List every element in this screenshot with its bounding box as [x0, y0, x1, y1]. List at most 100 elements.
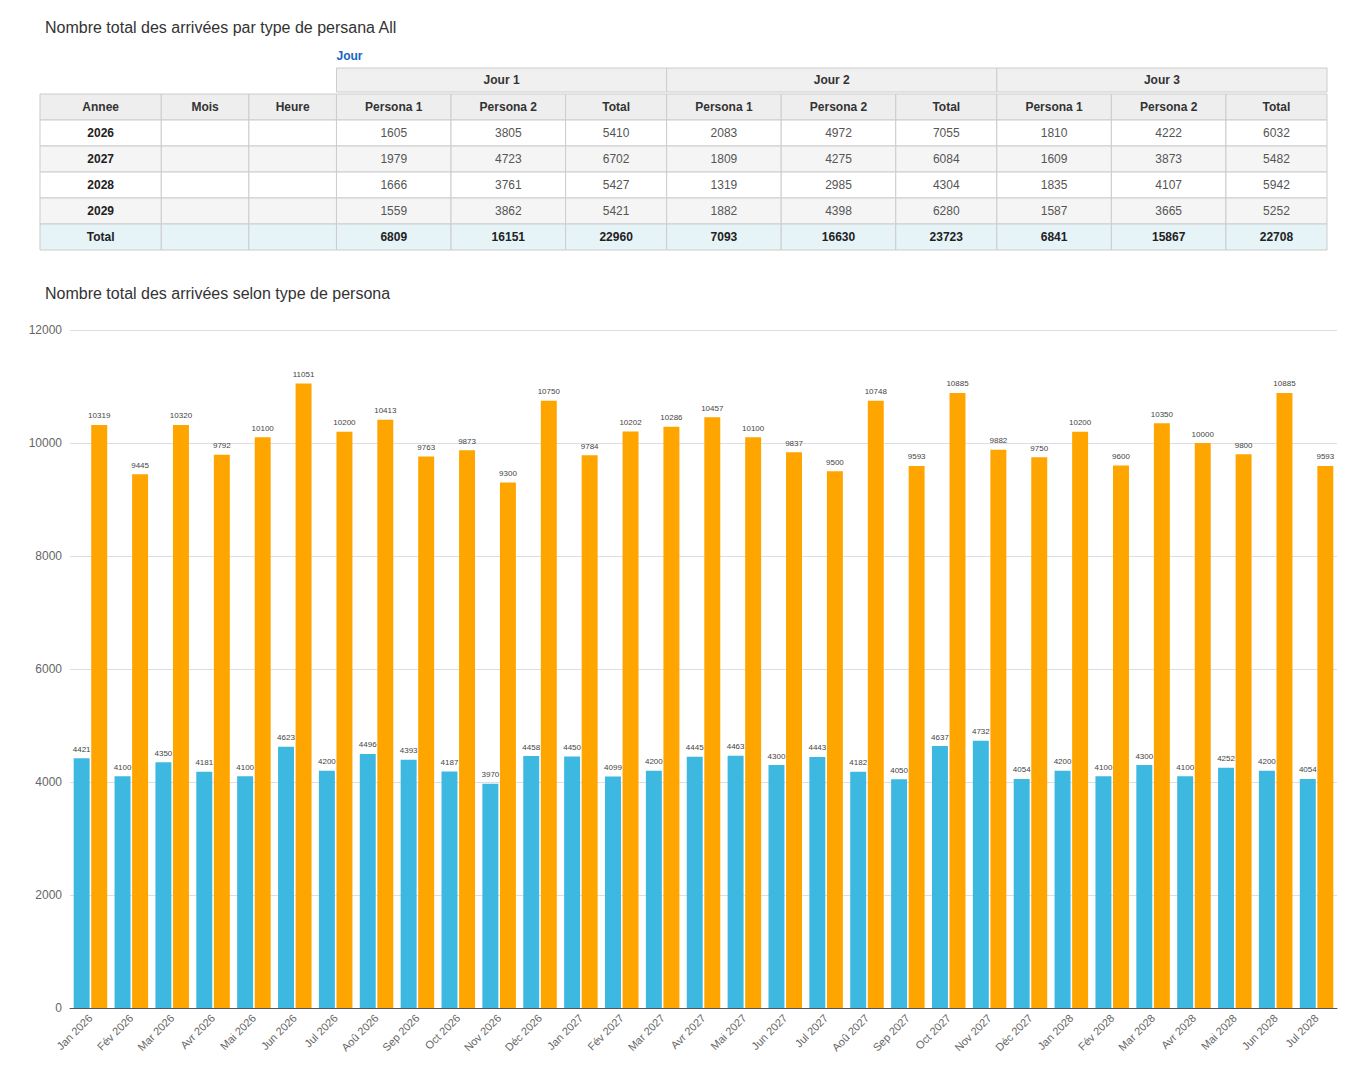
svg-text:6809: 6809 — [380, 230, 407, 244]
svg-text:Annee: Annee — [82, 100, 119, 114]
svg-text:Jour 3: Jour 3 — [1144, 73, 1180, 87]
svg-text:9763: 9763 — [417, 443, 435, 452]
svg-text:4100: 4100 — [236, 763, 254, 772]
svg-text:3862: 3862 — [495, 204, 522, 218]
svg-text:5427: 5427 — [603, 178, 630, 192]
svg-text:5482: 5482 — [1263, 152, 1290, 166]
svg-text:4398: 4398 — [825, 204, 852, 218]
svg-text:Persona 1: Persona 1 — [1025, 100, 1083, 114]
svg-text:5942: 5942 — [1263, 178, 1290, 192]
svg-text:4732: 4732 — [972, 727, 990, 736]
svg-text:4972: 4972 — [825, 126, 852, 140]
svg-text:9882: 9882 — [989, 436, 1007, 445]
svg-text:16630: 16630 — [822, 230, 856, 244]
svg-text:Nombre total des arrivées selo: Nombre total des arrivées selon type de … — [45, 285, 390, 302]
svg-text:5410: 5410 — [603, 126, 630, 140]
svg-text:4200: 4200 — [645, 757, 663, 766]
svg-text:Jour: Jour — [336, 49, 362, 63]
svg-text:Jour 2: Jour 2 — [814, 73, 850, 87]
svg-text:Oct 2026: Oct 2026 — [423, 1012, 463, 1052]
svg-text:1666: 1666 — [380, 178, 407, 192]
svg-text:4181: 4181 — [195, 758, 213, 767]
svg-text:3761: 3761 — [495, 178, 522, 192]
svg-text:Aoû 2027: Aoû 2027 — [829, 1012, 871, 1054]
svg-text:4393: 4393 — [400, 746, 418, 755]
svg-text:4054: 4054 — [1013, 765, 1031, 774]
svg-text:10000: 10000 — [29, 436, 63, 450]
svg-text:7055: 7055 — [933, 126, 960, 140]
svg-text:Persona 2: Persona 2 — [810, 100, 868, 114]
svg-text:Jun 2026: Jun 2026 — [259, 1012, 299, 1052]
svg-text:4182: 4182 — [849, 758, 867, 767]
svg-text:1835: 1835 — [1041, 178, 1068, 192]
svg-text:5252: 5252 — [1263, 204, 1290, 218]
svg-text:3873: 3873 — [1155, 152, 1182, 166]
svg-text:16151: 16151 — [492, 230, 526, 244]
svg-text:Mar 2028: Mar 2028 — [1116, 1012, 1157, 1053]
svg-text:10100: 10100 — [252, 424, 275, 433]
svg-text:Persona 2: Persona 2 — [480, 100, 538, 114]
svg-text:4107: 4107 — [1155, 178, 1182, 192]
svg-text:10200: 10200 — [1069, 418, 1092, 427]
svg-text:Total: Total — [602, 100, 630, 114]
svg-text:6280: 6280 — [933, 204, 960, 218]
svg-text:Total: Total — [87, 230, 115, 244]
svg-text:6841: 6841 — [1041, 230, 1068, 244]
svg-text:1609: 1609 — [1041, 152, 1068, 166]
svg-text:Mai 2027: Mai 2027 — [708, 1012, 748, 1052]
svg-text:4300: 4300 — [1135, 752, 1153, 761]
svg-text:Jun 2027: Jun 2027 — [749, 1012, 789, 1052]
svg-text:4100: 4100 — [1176, 763, 1194, 772]
svg-text:4623: 4623 — [277, 733, 295, 742]
svg-text:Jul 2026: Jul 2026 — [302, 1012, 340, 1050]
svg-text:8000: 8000 — [35, 549, 62, 563]
svg-text:1882: 1882 — [711, 204, 738, 218]
svg-text:12000: 12000 — [29, 323, 63, 337]
svg-text:9837: 9837 — [785, 439, 803, 448]
svg-text:Nov 2026: Nov 2026 — [462, 1012, 504, 1054]
svg-text:9500: 9500 — [826, 458, 844, 467]
svg-text:Persona 2: Persona 2 — [1140, 100, 1198, 114]
svg-text:9873: 9873 — [458, 437, 476, 446]
svg-text:7093: 7093 — [711, 230, 738, 244]
svg-text:2000: 2000 — [35, 888, 62, 902]
svg-text:22708: 22708 — [1260, 230, 1294, 244]
svg-text:4450: 4450 — [563, 743, 581, 752]
svg-text:6084: 6084 — [933, 152, 960, 166]
svg-text:10750: 10750 — [538, 387, 561, 396]
svg-text:Jan 2026: Jan 2026 — [54, 1012, 94, 1052]
svg-text:4275: 4275 — [825, 152, 852, 166]
svg-text:4458: 4458 — [522, 743, 540, 752]
svg-text:2027: 2027 — [87, 152, 114, 166]
svg-text:4723: 4723 — [495, 152, 522, 166]
svg-text:4304: 4304 — [933, 178, 960, 192]
svg-text:4350: 4350 — [155, 749, 173, 758]
svg-text:4445: 4445 — [686, 743, 704, 752]
svg-text:1319: 1319 — [711, 178, 738, 192]
svg-text:4222: 4222 — [1155, 126, 1182, 140]
svg-text:Fév 2028: Fév 2028 — [1076, 1012, 1117, 1053]
svg-text:Total: Total — [932, 100, 960, 114]
svg-text:4200: 4200 — [1054, 757, 1072, 766]
svg-text:Heure: Heure — [276, 100, 310, 114]
svg-text:Sep 2027: Sep 2027 — [870, 1012, 912, 1054]
svg-text:1809: 1809 — [711, 152, 738, 166]
svg-text:10748: 10748 — [865, 387, 888, 396]
svg-text:Persona 1: Persona 1 — [365, 100, 423, 114]
svg-text:Déc 2026: Déc 2026 — [503, 1012, 545, 1054]
svg-text:6000: 6000 — [35, 662, 62, 676]
svg-text:9800: 9800 — [1235, 441, 1253, 450]
svg-text:10319: 10319 — [88, 411, 111, 420]
svg-text:4421: 4421 — [73, 745, 91, 754]
svg-text:Persona 1: Persona 1 — [695, 100, 753, 114]
svg-text:Déc 2027: Déc 2027 — [993, 1012, 1035, 1054]
svg-text:1605: 1605 — [380, 126, 407, 140]
svg-text:4300: 4300 — [768, 752, 786, 761]
svg-text:Mar 2027: Mar 2027 — [626, 1012, 667, 1053]
svg-text:10000: 10000 — [1192, 430, 1215, 439]
svg-text:Aoû 2026: Aoû 2026 — [339, 1012, 381, 1054]
svg-text:1810: 1810 — [1041, 126, 1068, 140]
svg-text:22960: 22960 — [599, 230, 633, 244]
svg-text:9300: 9300 — [499, 469, 517, 478]
svg-text:Mois: Mois — [191, 100, 219, 114]
